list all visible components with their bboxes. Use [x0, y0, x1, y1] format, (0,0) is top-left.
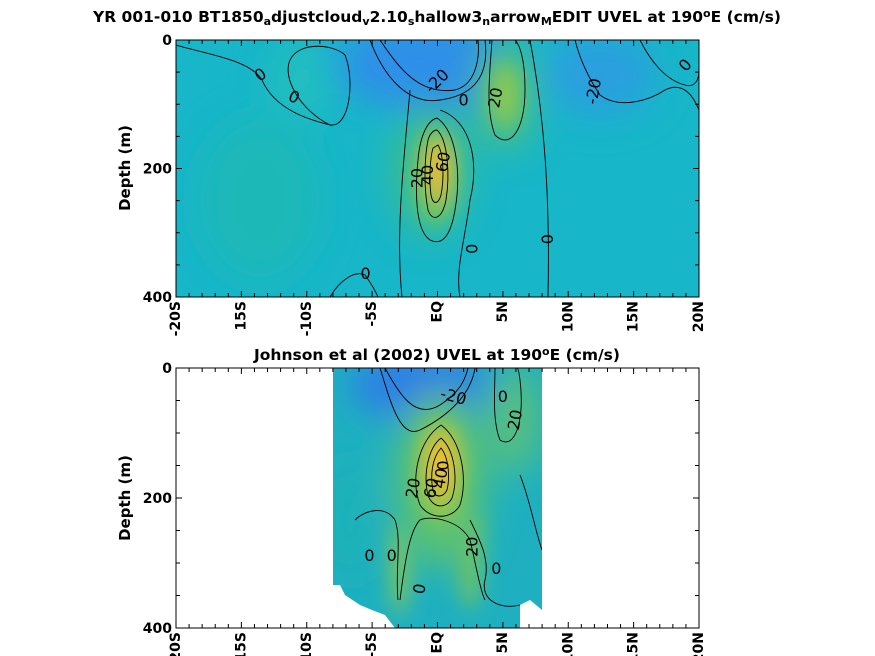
title-segment: EDIT UVEL at 190 — [552, 8, 703, 26]
x-tick-label: -5S — [364, 632, 380, 656]
title-segment: E (cm/s) — [711, 8, 781, 26]
title-text: YR 001-010 BT1850 — [92, 8, 264, 26]
title-segment: a — [264, 15, 271, 28]
contour-label: 20 — [402, 476, 424, 499]
x-tick-label: 10N — [560, 632, 576, 656]
contour-label: 0 — [498, 387, 508, 406]
title-segment: n — [482, 15, 490, 28]
chart-title-top: YR 001-010 BT1850adjustcloudv2.10shallow… — [92, 7, 781, 28]
x-tick-label: -10S — [299, 632, 315, 656]
contour-label: 0 — [409, 582, 429, 595]
x-tick-label: EQ — [430, 301, 446, 323]
x-tick-label: 15N — [626, 632, 642, 656]
contours-bottom — [354, 368, 542, 607]
y-tick-label: 400 — [143, 621, 172, 637]
title-segment: 2.10 — [370, 8, 408, 26]
x-tick-label: 20N — [691, 632, 707, 656]
contour-label: 60 — [420, 476, 442, 499]
title-segment: o — [542, 345, 550, 358]
y-tick-label: 200 — [143, 491, 172, 507]
y-tick-label: 0 — [162, 361, 172, 377]
title-segment: hallow3 — [414, 8, 482, 26]
contour-label: 20 — [462, 537, 481, 557]
x-tick-label: 10N — [560, 301, 576, 332]
title-segment: s — [408, 15, 415, 28]
x-tick-label: 15S — [233, 301, 249, 331]
contours-top — [176, 40, 699, 297]
contour-label: 0 — [360, 264, 370, 283]
x-tick-label: -20S — [168, 301, 184, 336]
x-tick-label: 20N — [691, 301, 707, 332]
title-text: Johnson et al (2002) UVEL at 190 — [253, 346, 542, 364]
y-axis-label-bottom: Depth (m) — [116, 455, 134, 541]
title-segment: E (cm/s) — [550, 346, 620, 364]
contour-label: 0 — [364, 546, 374, 565]
contour-label: 40 — [418, 165, 437, 185]
contour-label: -20 — [582, 77, 605, 106]
title-segment: djustcloud — [271, 8, 362, 26]
title-segment: arrow — [490, 8, 541, 26]
contour-label: 0 — [387, 546, 397, 565]
contour-label: 20 — [484, 86, 506, 109]
x-tick-label: EQ — [430, 632, 446, 654]
x-tick-label: 5N — [495, 301, 511, 322]
heatmap-top — [176, 40, 699, 297]
contour-label: 0 — [459, 91, 469, 110]
contour-label: 20 — [504, 408, 526, 431]
contour-label: 0 — [491, 559, 501, 578]
x-tick-label: 15S — [233, 632, 249, 656]
title-segment: M — [541, 15, 552, 28]
contour-label: 60 — [432, 150, 454, 173]
x-tick-label: -5S — [364, 301, 380, 327]
title-segment: o — [703, 7, 711, 20]
heatmap-bottom — [333, 368, 542, 628]
contour-label: 0 — [538, 234, 557, 244]
y-tick-label: 400 — [143, 290, 172, 306]
contour-label: 40 — [429, 467, 451, 490]
contour-label: 0 — [434, 460, 453, 470]
x-tick-label: 15N — [626, 301, 642, 332]
x-tick-label: 5N — [495, 632, 511, 653]
x-tick-label: -20S — [168, 632, 184, 656]
chart-title-bottom: Johnson et al (2002) UVEL at 190oE (cm/s… — [253, 345, 620, 364]
title-segment: v — [362, 15, 370, 28]
y-tick-label: 0 — [162, 33, 172, 49]
contour-label: 20 — [407, 168, 426, 188]
y-axis-label-top: Depth (m) — [116, 125, 134, 211]
x-tick-label: -10S — [299, 301, 315, 336]
contour-label: 0 — [462, 244, 481, 254]
y-tick-label: 200 — [143, 162, 172, 178]
